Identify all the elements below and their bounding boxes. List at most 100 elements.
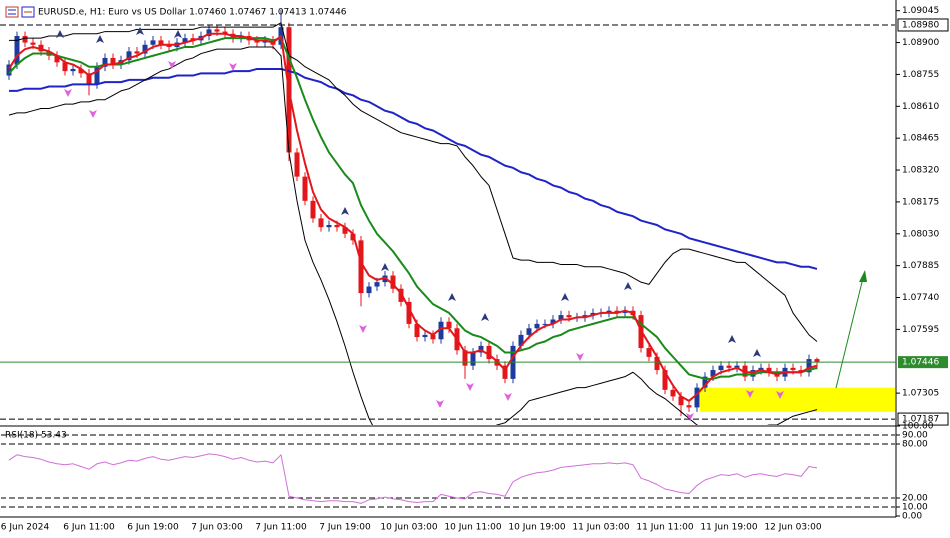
level-label-box <box>897 412 949 426</box>
y-tick-label: 1.08900 <box>902 38 939 48</box>
candle-body <box>318 218 324 228</box>
candle-body <box>406 301 412 324</box>
level-label: 1.07187 <box>902 415 939 425</box>
price-label: 1.07446 <box>902 358 939 368</box>
candle-body <box>310 200 316 219</box>
y-tick-label: 100.00 <box>902 422 934 432</box>
x-tick-label: 6 Jun 11:00 <box>63 523 115 533</box>
x-tick-label: 6 Jun 2024 <box>1 523 50 533</box>
chart-title: EURUSD.e, H1: Euro vs US Dollar 1.07460 … <box>38 8 347 18</box>
candle-body <box>94 66 100 85</box>
x-tick-label: 7 Jun 03:00 <box>191 523 243 533</box>
indicator-line <box>8 453 818 504</box>
candle-body <box>662 370 668 390</box>
y-tick-label: 90.00 <box>902 431 928 441</box>
price-label-box <box>898 356 948 369</box>
indicator-line <box>9 67 818 270</box>
candle-body <box>38 44 44 52</box>
candle-body <box>694 387 700 408</box>
candle-body <box>790 367 796 371</box>
indicator-line <box>8 37 818 380</box>
y-tick-label: 20.00 <box>902 494 928 504</box>
candle-body <box>814 359 820 363</box>
y-tick-label: 1.08320 <box>902 166 939 176</box>
y-tick-label: 1.08610 <box>902 102 939 112</box>
indicator-line <box>9 22 818 342</box>
candle-body <box>462 350 468 366</box>
rsi-title: RSI(18) 53.43 <box>5 431 67 441</box>
y-tick-label: 1.08755 <box>902 70 939 80</box>
candle-body <box>414 323 420 338</box>
candle-body <box>710 370 716 377</box>
candle-body <box>558 315 564 320</box>
candle-body <box>686 405 692 408</box>
candle-body <box>222 31 228 34</box>
candle-body <box>726 365 732 368</box>
candle-body <box>206 29 212 36</box>
candle-body <box>550 319 556 324</box>
candle-body <box>678 396 684 406</box>
candle-body <box>646 348 652 357</box>
candle-body <box>70 68 76 72</box>
x-tick-label: 10 Jun 19:00 <box>508 523 565 533</box>
candle-body <box>390 275 396 289</box>
y-tick-label: 1.07885 <box>902 261 939 271</box>
y-tick-label: 1.07740 <box>902 293 939 303</box>
candle-body <box>750 370 756 377</box>
indicator-line <box>8 32 818 402</box>
candle-body <box>718 365 724 371</box>
x-tick-label: 11 Jun 03:00 <box>572 523 629 533</box>
candle-body <box>14 35 20 65</box>
candle-body <box>366 286 372 294</box>
candle-body <box>182 38 188 43</box>
candle-body <box>126 51 132 61</box>
candle-body <box>422 334 428 338</box>
candle-body <box>86 73 92 85</box>
candle-body <box>294 152 300 177</box>
y-tick-label: 1.09045 <box>902 6 939 16</box>
candle-body <box>342 227 348 234</box>
x-tick-label: 7 Jun 11:00 <box>255 523 307 533</box>
candle-body <box>526 328 532 335</box>
y-tick-label: 1.08465 <box>902 134 939 144</box>
x-tick-label: 12 Jun 03:00 <box>764 523 821 533</box>
candle-body <box>702 376 708 388</box>
candle-body <box>334 224 340 228</box>
candle-body <box>22 35 28 43</box>
candle-body <box>758 367 764 371</box>
x-tick-label: 11 Jun 19:00 <box>700 523 757 533</box>
candle-body <box>62 62 68 72</box>
candle-body <box>6 64 12 76</box>
candle-body <box>582 315 588 318</box>
candle-body <box>134 51 140 54</box>
candle-body <box>478 345 484 353</box>
rsi-pane <box>1 434 895 508</box>
candle-body <box>302 176 308 201</box>
y-tick-label: 0.00 <box>902 512 922 522</box>
candle-body <box>142 44 148 54</box>
candle-body <box>78 68 84 74</box>
trend-arrow <box>835 270 867 389</box>
candle-body <box>566 315 572 318</box>
candle-body <box>670 389 676 397</box>
candle-body <box>430 334 436 340</box>
candle-body <box>326 224 332 228</box>
candle-body <box>614 310 620 313</box>
indicator-line <box>8 46 818 425</box>
candle-body <box>254 40 260 43</box>
candle-body <box>590 312 596 316</box>
candle-body <box>606 310 612 313</box>
fractal-up-markers <box>56 27 761 357</box>
y-tick-label: 1.07595 <box>902 325 939 335</box>
candle-body <box>166 44 172 47</box>
candle-body <box>438 321 444 340</box>
candle-body <box>502 365 508 379</box>
candle-body <box>358 240 364 294</box>
candle-body <box>470 352 476 366</box>
candle-body <box>542 323 548 325</box>
y-tick-label: 1.08030 <box>902 229 939 239</box>
x-tick-label: 7 Jun 19:00 <box>319 523 371 533</box>
